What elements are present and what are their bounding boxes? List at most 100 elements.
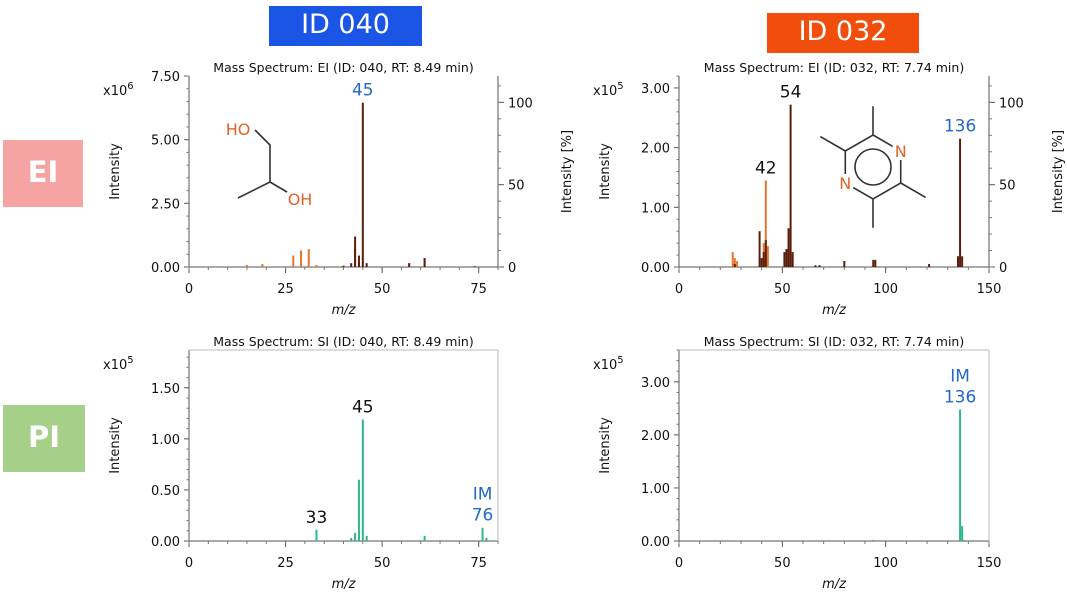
peak-ei-mz40 — [760, 258, 763, 267]
y-multiplier: x105 — [593, 355, 624, 373]
peak-si-mz138 — [963, 539, 966, 541]
peak-ei-alt-mz31 — [307, 249, 310, 267]
y-axis-label: Intensity — [108, 417, 123, 474]
peak-ei-mz66 — [814, 265, 817, 267]
peak-ei-mz46 — [365, 263, 368, 267]
y-multiplier: x105 — [593, 81, 624, 99]
y-tick-label: 1.00 — [641, 201, 670, 216]
peak-annotation: 42 — [755, 158, 777, 178]
peak-ei-mz52 — [785, 249, 788, 267]
peak-ei-alt-mz26 — [731, 252, 734, 267]
sample-id-040-label: ID 040 — [269, 6, 422, 46]
spectrum-chart-2: Mass Spectrum: EI (ID: 032, RT: 7.74 min… — [593, 60, 1066, 318]
structure-propanediol — [237, 129, 288, 199]
x-tick-label: 150 — [977, 282, 1002, 297]
x-axis-label: m/z — [822, 303, 847, 318]
chart-title: Mass Spectrum: EI (ID: 032, RT: 7.74 min… — [704, 60, 964, 75]
peak-annotation: 45 — [352, 81, 374, 101]
peak-annotation: 136 — [944, 117, 976, 137]
peak-ei-mz94 — [872, 259, 875, 267]
x-tick-label: 0 — [675, 282, 683, 297]
chart-title: Mass Spectrum: SI (ID: 040, RT: 8.49 min… — [213, 334, 473, 349]
row-label-pi: PI — [3, 405, 85, 472]
peak-annotation-im: IM — [950, 366, 970, 386]
y-tick-label: 0.00 — [641, 535, 670, 550]
chart-title: Mass Spectrum: EI (ID: 040, RT: 8.49 min… — [213, 60, 473, 75]
peak-ei-mz40 — [342, 265, 345, 267]
peak-ei-mz61 — [423, 258, 426, 267]
peak-ei-mz136 — [959, 138, 962, 267]
peak-ei-mz45 — [361, 102, 364, 268]
structure-label-bg — [892, 142, 909, 160]
x-tick-label: 25 — [277, 556, 294, 571]
row-label-ei: EI — [3, 140, 83, 207]
peak-ei-alt-mz27 — [292, 255, 295, 267]
peak-ei-mz137 — [961, 256, 964, 267]
peak-ei-mz57 — [408, 263, 411, 267]
peak-ei-mz74 — [473, 266, 476, 267]
peak-ei-alt-mz28 — [735, 261, 738, 267]
peak-ei-mz42 — [764, 240, 767, 267]
y-axis-label: Intensity — [598, 143, 613, 200]
structure-atom-label: N — [895, 142, 907, 161]
structure-atom-label: OH — [288, 190, 313, 209]
peak-si-mz45 — [361, 419, 364, 541]
y-tick-label: 3.00 — [641, 376, 670, 391]
peak-si-mz42 — [350, 537, 353, 541]
peak-ei-mz80 — [843, 261, 846, 267]
x-axis-label: m/z — [332, 577, 357, 592]
peak-si-mz94 — [872, 539, 875, 541]
spectrum-chart-3: Mass Spectrum: SI (ID: 040, RT: 8.49 min… — [103, 334, 499, 592]
peak-si-mz46 — [365, 535, 368, 541]
y-tick-label: 0.00 — [151, 535, 180, 550]
peak-ei-mz68 — [818, 265, 821, 267]
x-tick-label: 50 — [374, 556, 391, 571]
peak-ei-mz41 — [762, 252, 765, 267]
peak-ei-alt-mz19 — [261, 263, 264, 267]
peak-annotation: 54 — [780, 83, 802, 103]
peak-si-mz44 — [357, 479, 360, 541]
peak-annotation-mz: 136 — [944, 387, 976, 407]
structure-methyl-bond — [900, 182, 927, 199]
peak-ei-mz27 — [733, 264, 736, 267]
y-multiplier-exponent: 6 — [127, 81, 133, 92]
x-tick-label: 25 — [277, 282, 294, 297]
peak-ei-alt-mz43 — [766, 246, 769, 267]
y2-tick-label: 100 — [999, 96, 1024, 111]
y-tick-label: 0.00 — [641, 261, 670, 276]
peak-ei-mz39 — [758, 231, 761, 267]
structure-ring — [844, 134, 902, 200]
structure-bonds — [237, 129, 271, 199]
y-multiplier-exponent: 5 — [127, 355, 133, 366]
peak-si-mz76 — [481, 527, 484, 541]
peak-ei-mz55 — [791, 252, 794, 267]
y2-tick-label: 0 — [999, 261, 1007, 276]
y-tick-label: 2.50 — [151, 197, 180, 212]
x-tick-label: 0 — [185, 282, 193, 297]
peak-ei-mz95 — [874, 259, 877, 267]
y-tick-label: 1.50 — [151, 382, 180, 397]
peak-annotation: 33 — [306, 508, 328, 528]
x-axis-label: m/z — [332, 303, 357, 318]
peak-ei-alt-mz29 — [300, 250, 303, 267]
y-tick-label: 5.00 — [151, 134, 180, 149]
y-multiplier: x105 — [103, 355, 134, 373]
peak-annotation-mz: 76 — [472, 506, 494, 526]
spectrum-chart-4: Mass Spectrum: SI (ID: 032, RT: 7.74 min… — [593, 334, 1001, 592]
structure-methyl-bond — [819, 135, 846, 152]
x-tick-label: 50 — [774, 556, 791, 571]
y-multiplier-exponent: 5 — [617, 81, 623, 92]
structure-atom-label: N — [839, 174, 851, 193]
peak-si-mz43 — [354, 532, 357, 541]
sample-id-032-label: ID 032 — [767, 13, 919, 53]
x-tick-label: 50 — [774, 282, 791, 297]
y-axis-label: Intensity — [598, 417, 613, 474]
y-tick-label: 3.00 — [641, 82, 670, 97]
y-axis-label: Intensity — [108, 143, 123, 200]
peak-si-mz137 — [961, 526, 964, 541]
peak-annotation-im: IM — [473, 485, 493, 505]
y-tick-label: 7.50 — [151, 70, 180, 85]
y-tick-label: 0.00 — [151, 261, 180, 276]
peak-ei-alt-mz15 — [245, 264, 248, 267]
